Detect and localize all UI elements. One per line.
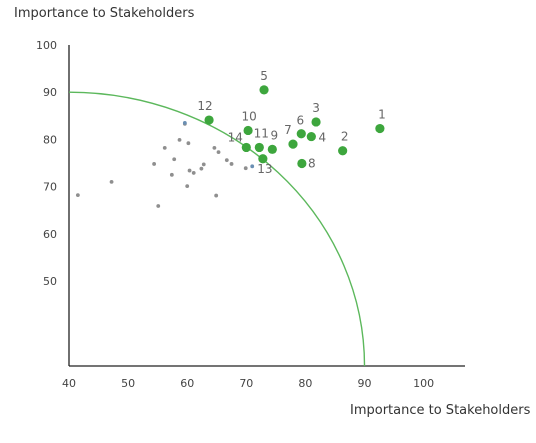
point-label: 11 [254, 126, 269, 140]
minor-point [156, 204, 161, 208]
topic-point [267, 144, 277, 154]
minor-point [214, 193, 219, 198]
axes [68, 45, 465, 367]
x-tick-label: 100 [413, 377, 434, 390]
point-label: 8 [308, 156, 316, 170]
point-label: 13 [257, 162, 272, 176]
topic-point [288, 139, 298, 149]
topic-point [259, 85, 269, 95]
minor-point [109, 179, 114, 184]
minor-point [187, 168, 192, 173]
topic-point [241, 142, 251, 153]
topic-point [311, 117, 321, 127]
ticks: 50 60 70 80 90 100 40 50 60 70 80 90 100 [36, 39, 434, 390]
y-tick-label: 100 [36, 39, 57, 52]
point-label: 3 [312, 101, 320, 115]
minor-point [75, 193, 80, 198]
y-tick-label: 80 [43, 133, 57, 146]
x-tick-label: 70 [239, 377, 253, 390]
minor-point [191, 171, 196, 175]
topic-point [375, 123, 385, 134]
minor-point [185, 184, 190, 189]
minor-point [224, 158, 229, 163]
x-tick-label: 40 [62, 377, 76, 390]
threshold-curve [68, 91, 366, 367]
y-tick-label: 50 [43, 275, 57, 288]
point-label: 12 [197, 99, 212, 113]
x-tick-label: 80 [298, 377, 312, 390]
y-tick-label: 90 [43, 86, 57, 99]
point-label: 14 [228, 130, 243, 144]
x-tick-label: 50 [121, 377, 135, 390]
minor-point [199, 166, 204, 171]
minor-point [186, 141, 191, 146]
x-tick-label: 60 [180, 377, 194, 390]
minor-point [229, 162, 234, 166]
minor-point [216, 150, 221, 155]
minor-point [152, 162, 157, 166]
x-tick-label: 90 [358, 377, 372, 390]
y-tick-label: 60 [43, 228, 57, 241]
minor-point [172, 157, 177, 162]
topic-point [296, 129, 306, 139]
topic-point [338, 146, 348, 156]
minor-point [162, 146, 167, 150]
point-label: 7 [284, 123, 292, 137]
minor-point [243, 166, 248, 171]
topic-point [297, 158, 307, 169]
point-label: 6 [296, 114, 304, 128]
topic-point [204, 115, 214, 125]
minor-point [177, 137, 182, 142]
y-tick-label: 70 [43, 181, 57, 194]
topic-point [243, 125, 253, 136]
minor-point [182, 120, 187, 125]
chart-title: Importance to Stakeholders [14, 6, 195, 21]
minor-point [201, 162, 206, 167]
minor-point [169, 172, 174, 177]
point-label: 10 [241, 109, 256, 123]
x-axis-title: Importance to Stakeholders [350, 403, 531, 418]
point-label: 4 [319, 131, 327, 145]
minor-point [212, 146, 217, 150]
topic-point [306, 131, 316, 142]
point-label: 9 [270, 128, 278, 142]
point-label: 5 [260, 69, 268, 83]
minor-point [250, 164, 255, 169]
point-label: 2 [341, 130, 349, 144]
topic-point [258, 154, 268, 164]
curve [68, 91, 366, 367]
point-label: 1 [378, 108, 386, 122]
topic-point [254, 142, 264, 153]
